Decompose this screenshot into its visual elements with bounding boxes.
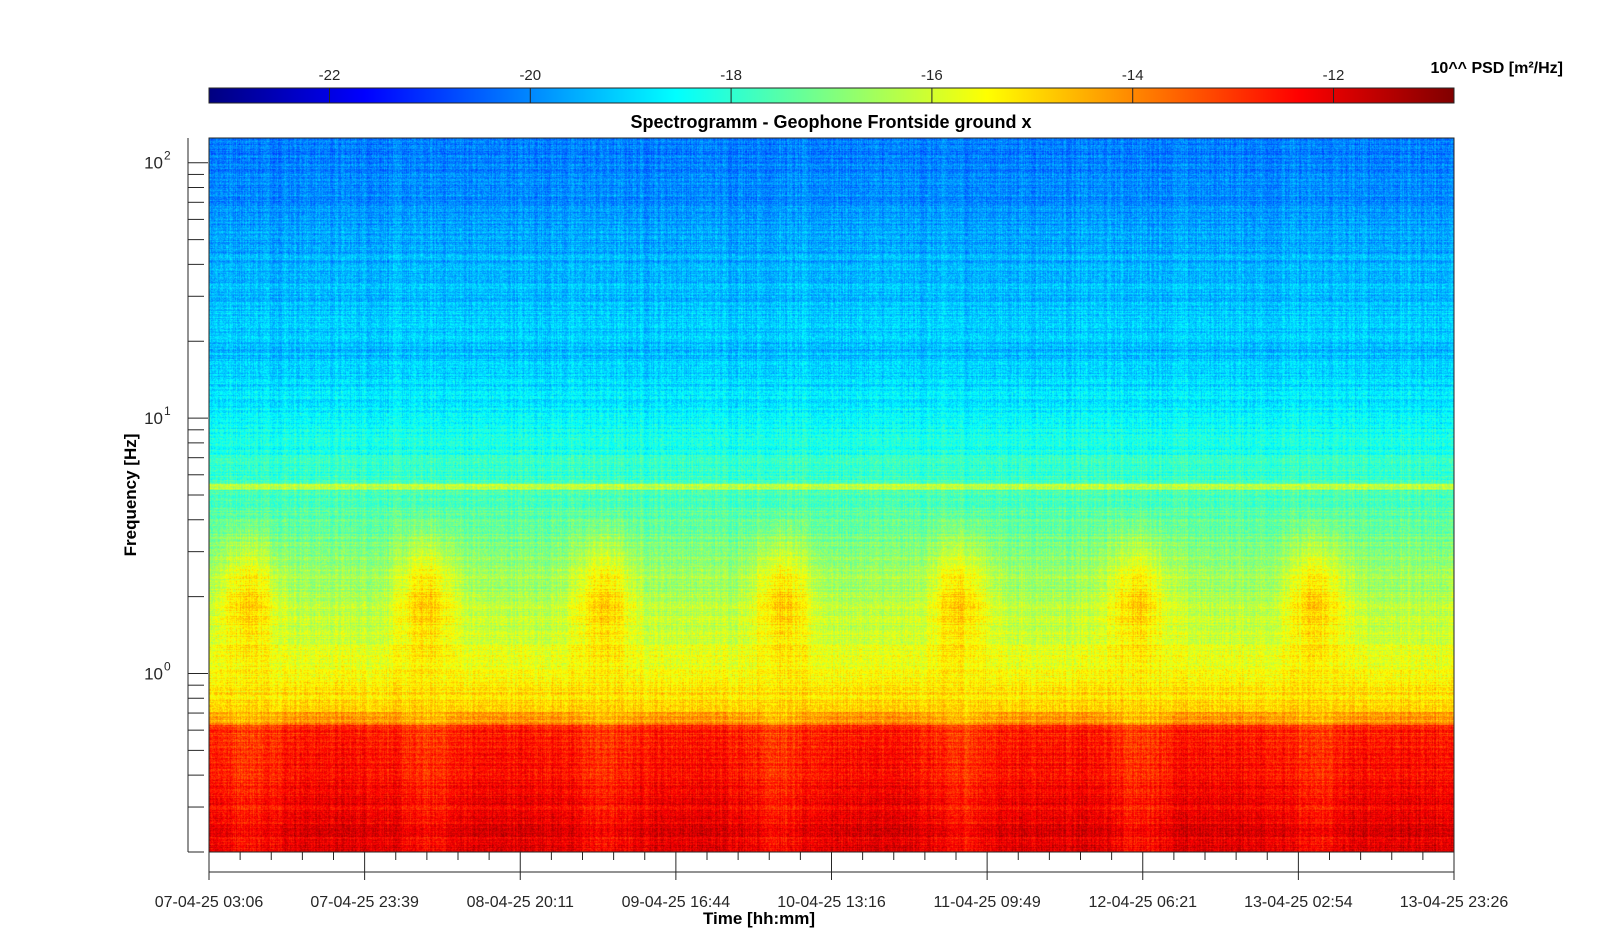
x-tick-label: 12-04-25 06:21 — [1088, 894, 1197, 911]
x-tick-label: 07-04-25 23:39 — [310, 894, 419, 911]
colorbar-gradient — [208, 87, 1455, 104]
colorbar-ticks: -22 -20 -18 -16 -14 -12 — [319, 67, 1345, 103]
y-tick-exponent: 0 — [164, 660, 171, 674]
colorbar-tick-label: -18 — [720, 67, 742, 84]
spectrogram-plot-area — [209, 138, 1454, 852]
y-tick-label: 10 — [144, 665, 163, 684]
x-tick-label: 09-04-25 16:44 — [622, 894, 731, 911]
x-tick-label: 11-04-25 09:49 — [933, 894, 1040, 911]
x-tick-label: 07-04-25 03:06 — [155, 894, 264, 911]
chart-title: Spectrogramm - Geophone Frontside ground… — [630, 112, 1031, 132]
colorbar-label: 10^^ PSD [m²/Hz] — [1431, 60, 1563, 77]
colorbar-tick-label: -12 — [1323, 67, 1345, 84]
y-tick-exponent: 1 — [164, 404, 171, 418]
colorbar: -22 -20 -18 -16 -14 -12 10^^ PSD [m²/Hz] — [208, 60, 1563, 104]
colorbar-tick-label: -16 — [921, 67, 943, 84]
x-axis-label: Time [hh:mm] — [703, 909, 815, 928]
x-tick-label: 13-04-25 02:54 — [1244, 894, 1353, 911]
y-tick-label: 10 — [144, 154, 163, 173]
x-tick-label: 13-04-25 23:26 — [1400, 894, 1509, 911]
y-tick-exponent: 2 — [164, 149, 171, 163]
y-axis-label: Frequency [Hz] — [121, 434, 140, 557]
x-tick-label: 10-04-25 13:16 — [777, 894, 886, 911]
x-tick-label: 08-04-25 20:11 — [467, 894, 574, 911]
colorbar-tick-label: -22 — [319, 67, 341, 84]
colorbar-tick-label: -20 — [519, 67, 541, 84]
y-tick-label: 10 — [144, 409, 163, 428]
x-axis: 07-04-25 03:06 07-04-25 23:39 08-04-25 20:… — [155, 852, 1509, 911]
spectrogram-image — [209, 138, 1454, 852]
colorbar-tick-label: -14 — [1122, 67, 1144, 84]
